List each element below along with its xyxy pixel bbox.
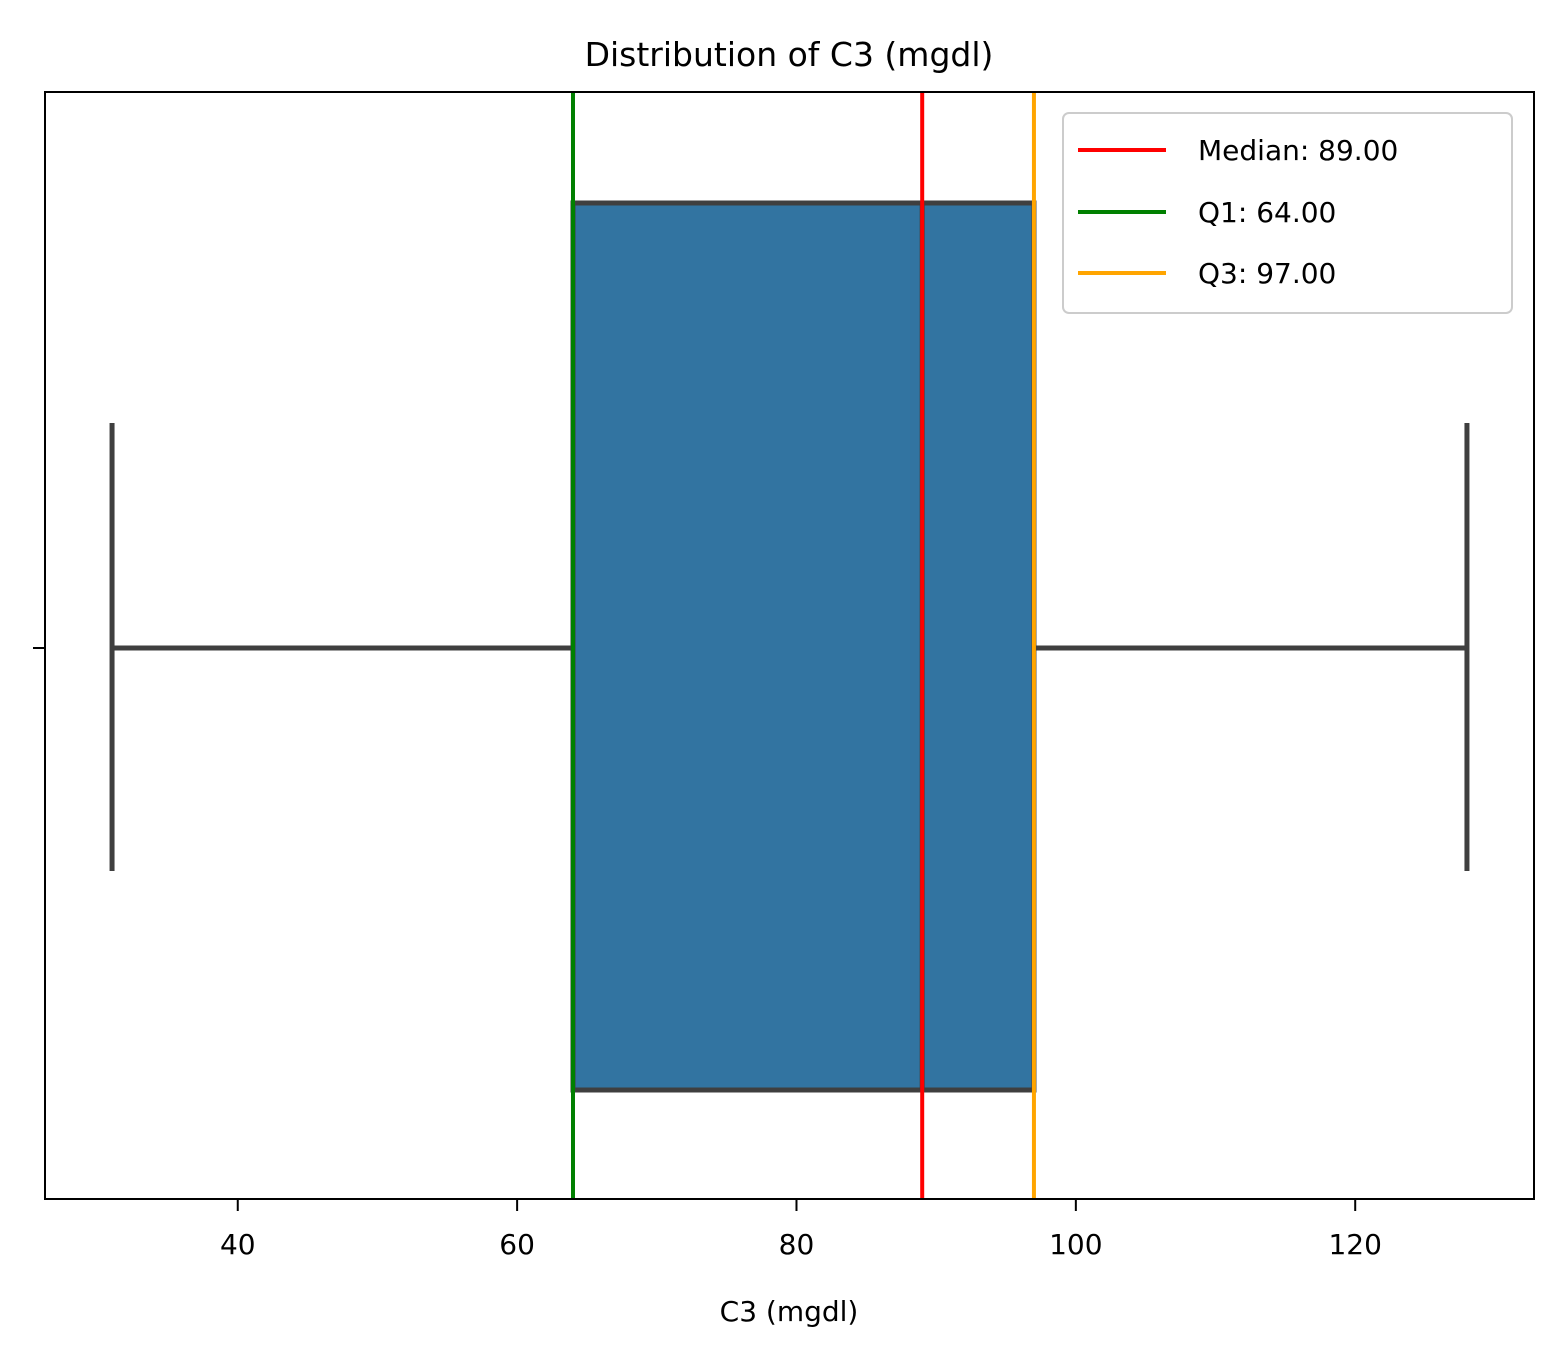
x-axis-ticks: 40 60 80 100 120 [220, 1199, 1382, 1261]
legend-label-median: Median: 89.00 [1198, 134, 1398, 167]
legend-label-q1: Q1: 64.00 [1198, 196, 1336, 229]
legend-label-q3: Q3: 97.00 [1198, 257, 1336, 290]
plot-frame [44, 91, 1535, 1200]
legend: Median: 89.00 Q1: 64.00 Q3: 97.00 [1062, 112, 1513, 314]
plot-area [109, 92, 1470, 1199]
x-tick-label: 40 [220, 1228, 256, 1261]
iqr-box [570, 200, 1037, 1093]
x-tick-label: 100 [1049, 1228, 1102, 1261]
legend-box [1062, 112, 1513, 314]
x-tick-label: 120 [1328, 1228, 1381, 1261]
x-axis-label: C3 (mgdl) [720, 1295, 859, 1328]
x-tick-label: 60 [499, 1228, 535, 1261]
chart-title: Distribution of C3 (mgdl) [585, 35, 994, 74]
x-tick-label: 80 [779, 1228, 815, 1261]
